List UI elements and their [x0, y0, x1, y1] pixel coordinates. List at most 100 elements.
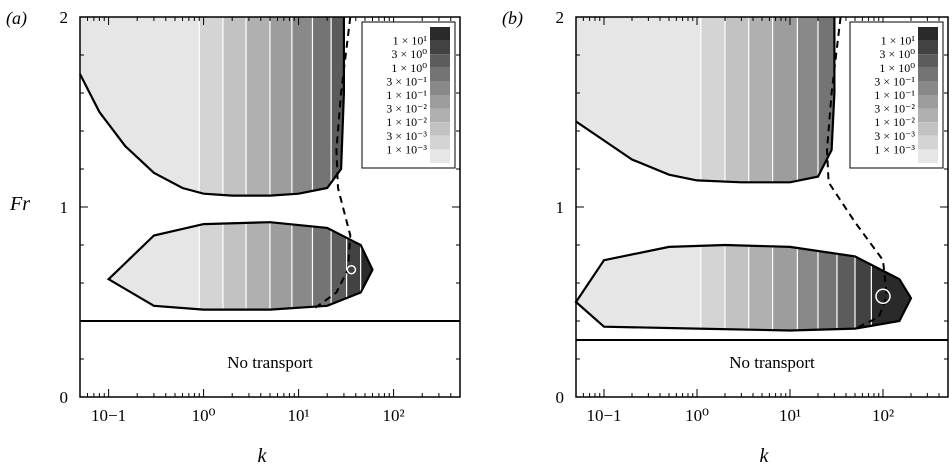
peak-marker-a — [346, 264, 357, 275]
x-tick-label: 10−1 — [91, 406, 126, 425]
y-axis-a: 0 1 2 — [60, 8, 460, 407]
legend-label: 3 × 10⁰ — [391, 47, 427, 61]
panel-a: (a) Fr k No transport 10−1 10⁰ 10¹ 10² 012 … — [6, 8, 461, 467]
lower-band — [331, 222, 347, 310]
lower-band — [772, 245, 798, 331]
upper-band — [222, 17, 247, 196]
upper-band — [246, 17, 270, 196]
upper-band — [724, 17, 749, 183]
lower-band — [724, 245, 749, 331]
legend-swatch — [918, 67, 938, 82]
legend-label: 3 × 10⁻³ — [386, 129, 427, 143]
legend-label: 1 × 10⁻³ — [874, 142, 915, 156]
legend-swatch — [430, 108, 450, 123]
x-tick-label: 10−1 — [586, 406, 621, 425]
lower-band — [836, 245, 855, 331]
x-tick-label: 10¹ — [779, 406, 801, 425]
lower-band — [748, 245, 773, 331]
legend-label: 1 × 10⁻³ — [386, 142, 427, 156]
upper-region-boundary-b — [575, 17, 836, 184]
legend-label: 1 × 10⁰ — [391, 61, 427, 75]
x-axis-a: 10−1 10⁰ 10¹ 10² — [79, 17, 461, 425]
legend-swatch — [430, 40, 450, 55]
y-tick-label: 2 — [556, 8, 565, 27]
legend-swatch — [918, 108, 938, 123]
upper-band — [80, 17, 200, 196]
legend-swatch — [918, 95, 938, 109]
x-tick-label: 10⁰ — [685, 406, 709, 425]
y-tick-label: 1 — [556, 198, 565, 217]
x-axis-title-a: k — [258, 445, 268, 467]
upper-band — [347, 17, 361, 397]
legend-swatch — [430, 54, 450, 68]
legend-label: 3 × 10⁻¹ — [386, 74, 427, 88]
lower-band — [817, 245, 837, 331]
legend-swatch — [918, 135, 938, 150]
upper-band — [270, 17, 292, 196]
upper-band — [748, 17, 773, 183]
legend-swatch — [430, 67, 450, 82]
legend-label: 3 × 10⁻³ — [874, 129, 915, 143]
x-tick-label: 10² — [383, 406, 405, 425]
lower-band — [312, 222, 332, 310]
lower-band — [855, 245, 872, 331]
legend-label: 3 × 10⁻¹ — [874, 74, 915, 88]
lower-band — [270, 222, 292, 310]
legend-label: 3 × 10⁻² — [874, 102, 915, 116]
x-axis-title-b: k — [760, 445, 770, 467]
peak-marker-b — [875, 288, 891, 305]
lower-region-boundary-b — [574, 243, 913, 332]
upper-band — [291, 17, 313, 196]
lower-band — [291, 222, 313, 310]
panel-a-label: (a) — [6, 8, 27, 29]
upper-region-b — [576, 17, 835, 183]
legend-label: 1 × 10¹ — [393, 34, 428, 48]
y-tick-label: 1 — [60, 198, 69, 217]
legend-swatch — [918, 27, 938, 41]
no-transport-label-b: No transport — [729, 353, 815, 372]
lower-region-boundary-a — [106, 221, 374, 311]
legend-label: 1 × 10⁰ — [879, 61, 915, 75]
legend-swatch — [430, 149, 450, 163]
legend-swatch — [430, 122, 450, 136]
upper-band — [817, 17, 835, 183]
legend-swatch — [430, 135, 450, 150]
lower-band — [346, 222, 361, 310]
legend-swatch — [430, 81, 450, 95]
legend-swatch — [918, 81, 938, 95]
legend-swatch — [918, 40, 938, 55]
legend-label: 3 × 10⁻² — [386, 102, 427, 116]
legend-swatch — [430, 95, 450, 109]
x-axis-b: 10−1 10⁰ 10¹ 10² — [575, 17, 949, 425]
legend-label: 1 × 10⁻² — [874, 115, 915, 129]
legend-swatch — [918, 54, 938, 68]
x-tick-label: 10¹ — [288, 406, 310, 425]
legend-label: 3 × 10⁰ — [879, 47, 915, 61]
upper-band — [797, 17, 818, 183]
upper-band — [772, 17, 798, 183]
x-tick-label: 10⁰ — [192, 406, 216, 425]
dashed-curve-b — [825, 16, 888, 330]
legend-swatch — [918, 122, 938, 136]
upper-band — [312, 17, 332, 196]
upper-band — [199, 17, 223, 196]
upper-region-boundary-a — [79, 17, 345, 197]
panel-b: (b) k No transport 10−1 10⁰ 10¹ 10² 0 1 2 1 ×… — [502, 8, 949, 467]
legend-label: 1 × 10⁻¹ — [386, 88, 427, 102]
lower-band — [199, 222, 223, 310]
legend-label: 1 × 10⁻¹ — [874, 88, 915, 102]
lower-band — [246, 222, 270, 310]
dashed-curve-a — [314, 16, 352, 309]
legend-label: 1 × 10¹ — [881, 34, 916, 48]
panel-b-label: (b) — [502, 8, 523, 29]
y-tick-label: 2 — [60, 8, 69, 27]
lower-band — [700, 245, 725, 331]
lower-band — [360, 222, 373, 310]
y-tick-label: 0 — [556, 388, 565, 407]
x-tick-label: 10² — [872, 406, 894, 425]
y-axis-title: Fr — [9, 193, 30, 215]
upper-region-a — [80, 17, 361, 397]
